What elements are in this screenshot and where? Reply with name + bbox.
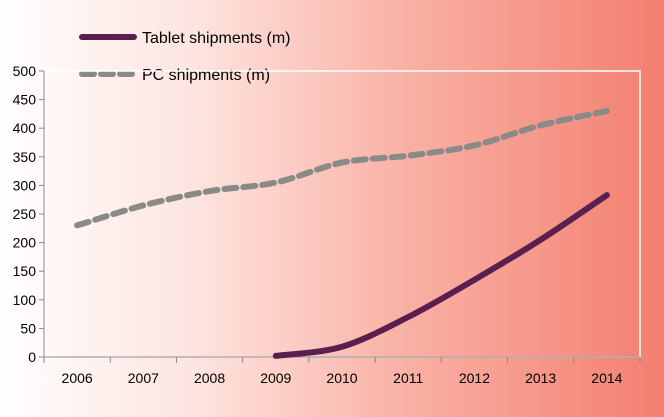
x-tick-label: 2013: [525, 370, 556, 386]
y-tick-label: 0: [28, 349, 36, 365]
data-point-tablet: [606, 195, 607, 196]
x-tick-label: 2014: [591, 370, 622, 386]
x-tick-label: 2008: [194, 370, 225, 386]
data-point-pc: [143, 205, 144, 206]
data-point-pc: [540, 125, 541, 126]
data-point-tablet: [342, 346, 343, 347]
x-tick-label: 2010: [326, 370, 357, 386]
y-tick-label: 150: [13, 263, 37, 279]
data-point-pc: [606, 111, 607, 112]
y-tick-label: 450: [13, 92, 37, 108]
plot-area-border: [43, 70, 641, 358]
legend-label-tablet: Tablet shipments (m): [142, 30, 291, 47]
x-tick-label: 2007: [128, 370, 159, 386]
series-line-tablet: [272, 192, 610, 359]
y-tick-label: 300: [13, 177, 37, 193]
series-layer: [74, 108, 610, 359]
legend: Tablet shipments (m) PC shipments (m): [79, 30, 291, 84]
y-tick-label: 100: [13, 292, 37, 308]
series-line-pc: [74, 108, 610, 229]
data-point-pc: [77, 225, 78, 226]
data-point-pc: [474, 145, 475, 146]
y-tick-label: 350: [13, 149, 37, 165]
data-point-tablet: [408, 316, 409, 317]
data-point-pc: [275, 182, 276, 183]
data-point-pc: [408, 155, 409, 156]
axes: 0 50 100 150 200 250 300 350 400 450 500 2006 2007 20…: [13, 63, 641, 386]
data-point-tablet: [275, 355, 276, 356]
y-tick-label: 400: [13, 120, 37, 136]
data-point-tablet: [474, 279, 475, 280]
x-tick-label: 2012: [459, 370, 490, 386]
y-tick-label: 500: [13, 63, 37, 79]
y-tick-label: 250: [13, 206, 37, 222]
x-tick-label: 2009: [260, 370, 291, 386]
data-point-pc: [342, 162, 343, 163]
y-tick-label: 200: [13, 235, 37, 251]
x-tick-label: 2011: [393, 370, 423, 386]
data-point-pc: [209, 191, 210, 192]
y-tick-label: 50: [20, 320, 36, 336]
legend-label-pc: PC shipments (m): [142, 67, 270, 84]
data-point-tablet: [540, 239, 541, 240]
x-tick-label: 2006: [62, 370, 93, 386]
